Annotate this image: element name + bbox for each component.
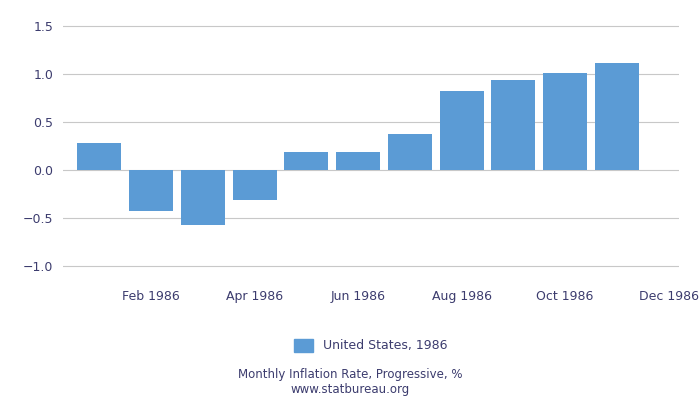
Bar <box>595 63 639 170</box>
Bar <box>77 143 121 170</box>
Bar <box>129 170 173 211</box>
Bar <box>232 170 276 200</box>
Bar <box>388 134 432 170</box>
Bar <box>440 91 484 170</box>
Legend: United States, 1986: United States, 1986 <box>289 334 453 357</box>
Bar <box>543 73 587 170</box>
Bar <box>336 152 380 170</box>
Bar <box>491 80 536 170</box>
Text: Monthly Inflation Rate, Progressive, %: Monthly Inflation Rate, Progressive, % <box>238 368 462 381</box>
Bar <box>181 170 225 225</box>
Text: www.statbureau.org: www.statbureau.org <box>290 383 410 396</box>
Bar <box>284 152 328 170</box>
